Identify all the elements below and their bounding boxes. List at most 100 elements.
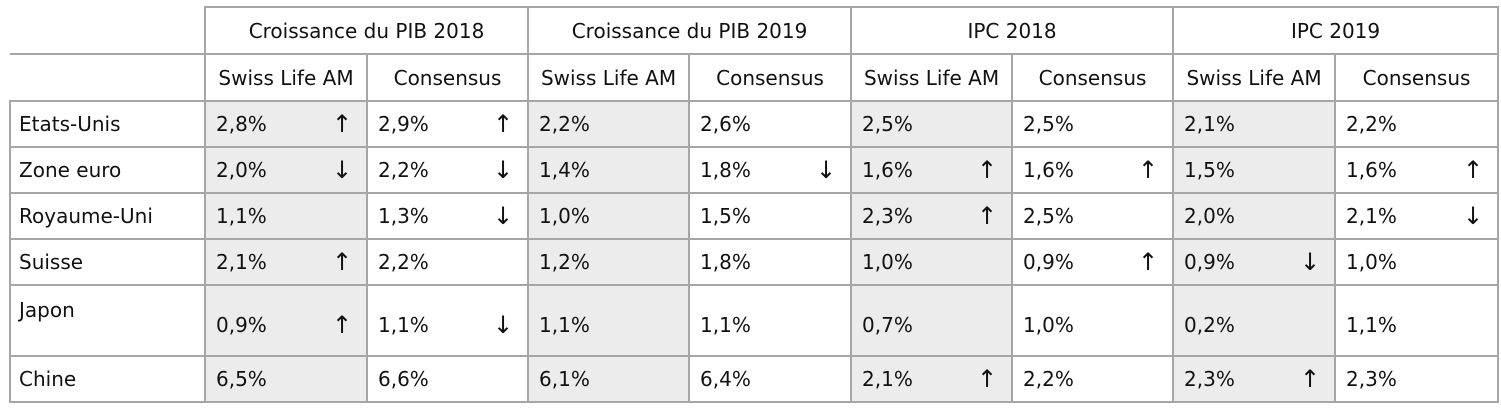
sub-header: Consensus: [1334, 53, 1500, 102]
table-row: Suisse 2,1% ↑ 2,2% 1,2% 1,8% 1,0% 0,9% ↑ 0,9% ↓ 1,0…: [9, 238, 1500, 286]
value-cell: 1,1%: [688, 284, 853, 357]
cell-value: 2,2%: [378, 250, 429, 274]
cell-value: 2,1%: [1184, 112, 1235, 136]
cell-value: 0,9%: [1023, 250, 1074, 274]
group-header: IPC 2019: [1172, 6, 1500, 55]
cell-value: 6,4%: [700, 367, 751, 391]
value-cell: 1,3% ↓: [365, 192, 530, 240]
value-cell: 2,1%: [1172, 100, 1337, 148]
value-cell: 1,8% ↓: [688, 146, 853, 194]
cell-value: 1,5%: [1184, 158, 1235, 182]
cell-value: 2,5%: [1023, 112, 1074, 136]
value-cell: 1,0%: [1334, 238, 1500, 286]
cell-value: 1,1%: [1346, 312, 1397, 337]
country-label: Chine: [9, 355, 206, 403]
value-cell: 2,0%: [1172, 192, 1337, 240]
value-cell: 1,1%: [527, 284, 691, 357]
value-cell: 2,2%: [527, 100, 691, 148]
cell-value: 2,0%: [216, 158, 267, 182]
value-cell: 2,3%: [1334, 355, 1500, 403]
value-cell: 1,8%: [688, 238, 853, 286]
cell-value: 2,1%: [216, 250, 267, 274]
arrow-up-icon: ↑: [493, 110, 514, 138]
value-cell: 1,6% ↑: [1334, 146, 1500, 194]
cell-value: 1,4%: [539, 158, 590, 182]
cell-value: 2,9%: [378, 112, 429, 136]
cell-value: 1,0%: [1346, 250, 1397, 274]
cell-value: 2,1%: [862, 367, 913, 391]
group-header: Croissance du PIB 2018: [203, 6, 530, 55]
cell-value: 1,0%: [1023, 312, 1074, 337]
value-cell: 2,3% ↑: [850, 192, 1014, 240]
cell-value: 1,6%: [1346, 158, 1397, 182]
arrow-down-icon: ↓: [493, 310, 514, 339]
country-label: Etats-Unis: [9, 100, 206, 148]
arrow-up-icon: ↑: [977, 365, 998, 393]
table-row: Zone euro 2,0% ↓ 2,2% ↓ 1,4% 1,8% ↓ 1,6% ↑ 1,6% ↑ 1,…: [9, 146, 1500, 194]
cell-value: 2,2%: [1346, 112, 1397, 136]
cell-value: 6,5%: [216, 367, 267, 391]
value-cell: 2,1% ↑: [204, 238, 368, 286]
header-corner: [10, 54, 206, 102]
value-cell: 0,9% ↑: [1011, 238, 1175, 286]
value-cell: 1,1% ↓: [365, 284, 530, 357]
cell-value: 2,3%: [1346, 367, 1397, 391]
sub-header: Consensus: [365, 53, 530, 102]
cell-value: 1,1%: [378, 312, 429, 337]
arrow-down-icon: ↓: [1300, 248, 1321, 276]
cell-value: 0,9%: [1184, 250, 1235, 274]
value-cell: 2,1% ↓: [1334, 192, 1500, 240]
value-cell: 2,2%: [1334, 100, 1500, 148]
cell-value: 2,2%: [1023, 367, 1074, 391]
cell-value: 1,6%: [1023, 158, 1074, 182]
table-row: Japon 0,9% ↑ 1,1% ↓ 1,1% 1,1% 0,7% 1,0% 0,2% 1,1%: [9, 284, 1500, 357]
arrow-up-icon: ↑: [977, 202, 998, 230]
table-row: Etats-Unis 2,8% ↑ 2,9% ↑ 2,2% 2,6% 2,5% 2,5% 2,1%…: [9, 100, 1500, 148]
country-label: Zone euro: [9, 146, 206, 194]
table-row: Royaume-Uni 1,1% 1,3% ↓ 1,0% 1,5% 2,3% ↑ 2,5% 2,0…: [9, 192, 1500, 240]
cell-value: 1,1%: [216, 204, 267, 228]
arrow-down-icon: ↓: [493, 202, 514, 230]
cell-value: 0,7%: [862, 312, 913, 337]
cell-value: 2,1%: [1346, 204, 1397, 228]
value-cell: 6,5%: [204, 355, 368, 403]
value-cell: 1,6% ↑: [1011, 146, 1175, 194]
group-header-row: Croissance du PIB 2018 Croissance du PIB…: [10, 6, 1500, 55]
value-cell: 1,0%: [527, 192, 691, 240]
value-cell: 1,6% ↑: [850, 146, 1014, 194]
cell-value: 6,6%: [378, 367, 429, 391]
value-cell: 1,1%: [1334, 284, 1500, 357]
sub-header: Swiss Life AM: [204, 53, 368, 102]
cell-value: 1,2%: [539, 250, 590, 274]
value-cell: 2,9% ↑: [365, 100, 530, 148]
value-cell: 0,9% ↓: [1172, 238, 1337, 286]
arrow-up-icon: ↑: [977, 156, 998, 184]
cell-value: 2,2%: [539, 112, 590, 136]
group-header: Croissance du PIB 2019: [527, 6, 853, 55]
value-cell: 0,2%: [1172, 284, 1337, 357]
value-cell: 1,0%: [850, 238, 1014, 286]
table-row: Chine 6,5% 6,6% 6,1% 6,4% 2,1% ↑ 2,2% 2,3% ↑ 2,3%: [9, 355, 1500, 403]
country-label: Japon: [9, 284, 206, 357]
arrow-down-icon: ↓: [493, 156, 514, 184]
value-cell: 2,1% ↑: [850, 355, 1014, 403]
arrow-up-icon: ↑: [1463, 156, 1484, 184]
cell-value: 1,1%: [539, 312, 590, 337]
value-cell: 1,2%: [527, 238, 691, 286]
cell-value: 2,2%: [378, 158, 429, 182]
sub-header-row: Swiss Life AM Consensus Swiss Life AM Co…: [10, 53, 1500, 102]
value-cell: 2,6%: [688, 100, 853, 148]
arrow-up-icon: ↑: [1138, 248, 1159, 276]
value-cell: 2,2%: [1011, 355, 1175, 403]
value-cell: 2,5%: [1011, 192, 1175, 240]
cell-value: 1,5%: [700, 204, 751, 228]
cell-value: 1,8%: [700, 250, 751, 274]
cell-value: 1,3%: [378, 204, 429, 228]
header-corner: [10, 7, 206, 55]
cell-value: 1,0%: [862, 250, 913, 274]
sub-header: Swiss Life AM: [850, 53, 1014, 102]
cell-value: 6,1%: [539, 367, 590, 391]
cell-value: 1,8%: [700, 158, 751, 182]
value-cell: 2,0% ↓: [204, 146, 368, 194]
value-cell: 0,9% ↑: [204, 284, 368, 357]
